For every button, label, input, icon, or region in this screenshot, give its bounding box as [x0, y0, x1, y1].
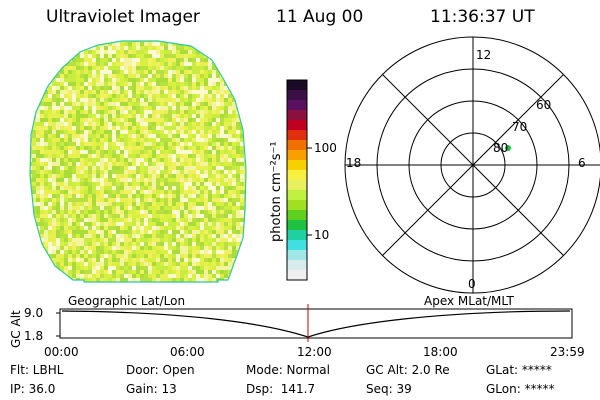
timeline-right-title: Apex MLat/MLT: [424, 294, 514, 308]
status-glon: GLon: *****: [486, 382, 555, 396]
status-glat: GLat: *****: [486, 363, 552, 377]
altitude-timeline: [56, 304, 573, 342]
timeline-ytick-1-8: 1.8: [24, 329, 44, 343]
time-label: 11:36:37 UT: [430, 7, 535, 27]
timeline-xtick-1200: 12:00: [297, 345, 332, 359]
colorbar-segment: [287, 170, 307, 181]
colorbar-segment: [287, 90, 307, 101]
colorbar-segment: [287, 180, 307, 191]
date-label: 11 Aug 00: [276, 7, 364, 27]
timeline-xtick-0600: 06:00: [170, 345, 205, 359]
polar-grid: [344, 36, 600, 294]
status-door: Door: Open: [126, 363, 195, 377]
colorbar-segment: [287, 120, 307, 131]
status-dsp: Dsp: 141.7: [246, 382, 316, 396]
colorbar-segment: [287, 100, 307, 111]
colorbar-segment: [287, 260, 307, 271]
mlt-label-12: 12: [476, 48, 492, 62]
colorbar-segment: [287, 200, 307, 211]
mlt-label-6: 6: [578, 156, 586, 170]
timeline-xtick-0000: 00:00: [44, 345, 79, 359]
timeline-xtick-2359: 23:59: [550, 345, 585, 359]
colorbar-segment: [287, 190, 307, 201]
status-seq: Seq: 39: [366, 382, 412, 396]
lat-label-70: 70: [512, 120, 528, 134]
mlt-label-18: 18: [346, 156, 362, 170]
colorbar-segment: [287, 80, 307, 91]
status-mode: Mode: Normal: [246, 363, 330, 377]
timeline-ytick-9: 9.0: [24, 306, 44, 320]
lat-label-60: 60: [536, 98, 552, 112]
colorbar-segment: [287, 240, 307, 251]
status-gc-alt: GC Alt: 2.0 Re: [366, 363, 450, 377]
colorbar-segment: [287, 230, 307, 241]
timeline-xtick-1800: 18:00: [423, 345, 458, 359]
colorbar-segment: [287, 250, 307, 261]
colorbar-segment: [287, 140, 307, 151]
timeline-left-title: Geographic Lat/Lon: [68, 294, 186, 308]
colorbar-segment: [287, 220, 307, 231]
mlt-label-0: 0: [468, 277, 476, 291]
status-filter: Flt: LBHL: [10, 363, 64, 377]
colorbar-segment: [287, 110, 307, 121]
status-gain: Gain: 13: [126, 382, 177, 396]
timeline-axis-label: GC Alt: [9, 310, 23, 348]
colorbar-unit-label: photon cm⁻²s⁻¹: [269, 141, 284, 242]
colorbar-segment: [287, 130, 307, 141]
uv-image: [29, 40, 247, 283]
colorbar-segment: [287, 270, 307, 281]
spacecraft-marker: [505, 145, 511, 151]
colorbar-segment: [287, 210, 307, 221]
status-ip: IP: 36.0: [10, 382, 56, 396]
lat-label-80: 80: [493, 141, 509, 155]
color-scale-bar: [286, 79, 312, 281]
colorbar-tick-10: 10: [314, 228, 330, 242]
colorbar-segment: [287, 150, 307, 161]
colorbar-tick-100: 100: [314, 141, 337, 155]
instrument-title: Ultraviolet Imager: [46, 7, 200, 27]
colorbar-segment: [287, 160, 307, 171]
